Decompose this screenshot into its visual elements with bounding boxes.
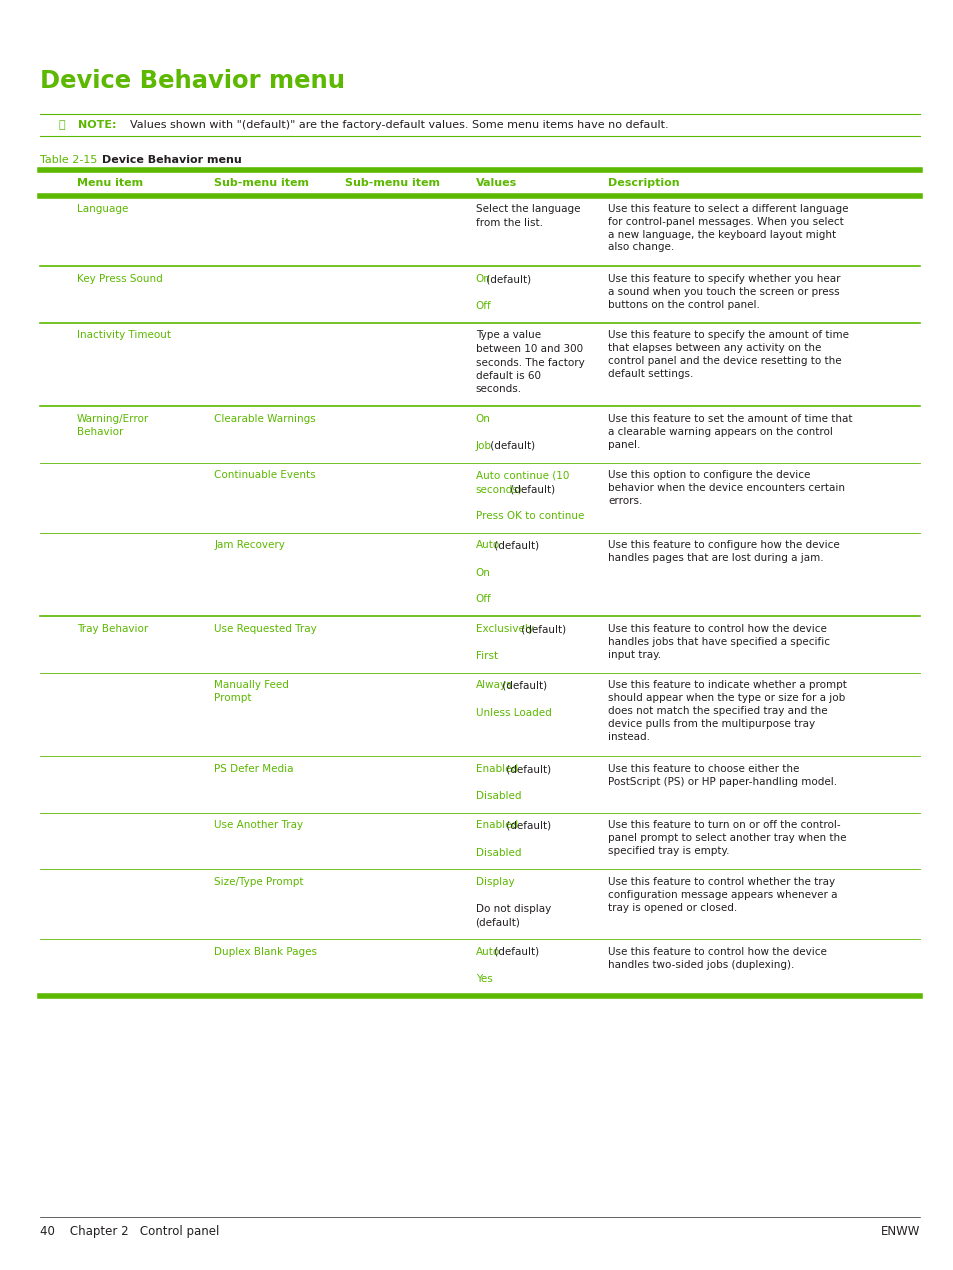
Text: Jam Recovery: Jam Recovery bbox=[214, 541, 285, 550]
Text: Inactivity Timeout: Inactivity Timeout bbox=[77, 330, 171, 340]
Text: Device Behavior menu: Device Behavior menu bbox=[40, 69, 345, 93]
Text: Menu item: Menu item bbox=[77, 178, 143, 188]
Text: Use this feature to control whether the tray
configuration message appears whene: Use this feature to control whether the … bbox=[608, 878, 837, 913]
Text: Values shown with "(default)" are the factory-default values. Some menu items ha: Values shown with "(default)" are the fa… bbox=[130, 119, 668, 130]
Text: (default): (default) bbox=[483, 274, 531, 284]
Text: (default): (default) bbox=[502, 765, 551, 773]
Text: Clearable Warnings: Clearable Warnings bbox=[214, 414, 315, 424]
Text: Description: Description bbox=[608, 178, 679, 188]
Text: Use this feature to indicate whether a prompt
should appear when the type or siz: Use this feature to indicate whether a p… bbox=[608, 681, 846, 742]
Text: Display: Display bbox=[476, 878, 514, 886]
Text: (default): (default) bbox=[491, 541, 538, 550]
Text: seconds): seconds) bbox=[476, 484, 522, 494]
Text: Continuable Events: Continuable Events bbox=[214, 470, 315, 480]
Text: (default): (default) bbox=[502, 820, 551, 831]
Text: Press OK to continue: Press OK to continue bbox=[476, 511, 583, 521]
Text: Warning/Error
Behavior: Warning/Error Behavior bbox=[77, 414, 149, 437]
Text: Enabled: Enabled bbox=[476, 820, 517, 831]
Text: (default): (default) bbox=[506, 484, 555, 494]
Text: (default): (default) bbox=[498, 681, 547, 691]
Text: On: On bbox=[476, 274, 490, 284]
Text: Auto: Auto bbox=[476, 541, 499, 550]
Text: default is 60: default is 60 bbox=[476, 371, 540, 381]
Text: Disabled: Disabled bbox=[476, 791, 520, 801]
Text: First: First bbox=[476, 652, 497, 660]
Text: Duplex Blank Pages: Duplex Blank Pages bbox=[214, 947, 317, 958]
Text: Manually Feed
Prompt: Manually Feed Prompt bbox=[214, 681, 289, 704]
Text: Use this feature to configure how the device
handles pages that are lost during : Use this feature to configure how the de… bbox=[608, 541, 840, 564]
Text: Use this feature to control how the device
handles jobs that have specified a sp: Use this feature to control how the devi… bbox=[608, 624, 830, 659]
Text: On: On bbox=[476, 414, 490, 424]
Text: Yes: Yes bbox=[476, 974, 492, 984]
Text: Use Another Tray: Use Another Tray bbox=[214, 820, 303, 831]
Text: Use this option to configure the device
behavior when the device encounters cert: Use this option to configure the device … bbox=[608, 470, 844, 507]
Text: Use this feature to choose either the
PostScript (PS) or HP paper-handling model: Use this feature to choose either the Po… bbox=[608, 765, 837, 787]
Text: Job: Job bbox=[476, 441, 491, 451]
Text: Do not display: Do not display bbox=[476, 904, 550, 914]
Text: Enabled: Enabled bbox=[476, 765, 517, 773]
Text: Key Press Sound: Key Press Sound bbox=[77, 274, 163, 284]
Text: Size/Type Prompt: Size/Type Prompt bbox=[214, 878, 303, 886]
Text: Values: Values bbox=[476, 178, 517, 188]
Text: seconds.: seconds. bbox=[476, 385, 521, 395]
Text: On: On bbox=[476, 568, 490, 578]
Text: Exclusively: Exclusively bbox=[476, 624, 533, 634]
Text: Table 2-15: Table 2-15 bbox=[40, 155, 97, 165]
Text: seconds. The factory: seconds. The factory bbox=[476, 357, 584, 367]
Text: Use this feature to specify whether you hear
a sound when you touch the screen o: Use this feature to specify whether you … bbox=[608, 274, 841, 310]
Text: from the list.: from the list. bbox=[476, 217, 542, 227]
Text: Disabled: Disabled bbox=[476, 847, 520, 857]
Text: Auto: Auto bbox=[476, 947, 499, 958]
Text: Use this feature to control how the device
handles two-sided jobs (duplexing).: Use this feature to control how the devi… bbox=[608, 947, 826, 970]
Text: Use this feature to specify the amount of time
that elapses between any activity: Use this feature to specify the amount o… bbox=[608, 330, 848, 378]
Text: Type a value: Type a value bbox=[476, 330, 540, 340]
Text: 40    Chapter 2   Control panel: 40 Chapter 2 Control panel bbox=[40, 1226, 219, 1238]
Text: (default): (default) bbox=[518, 624, 566, 634]
Text: ⎗: ⎗ bbox=[59, 119, 65, 130]
Text: Sub-menu item: Sub-menu item bbox=[214, 178, 309, 188]
Text: (default): (default) bbox=[491, 947, 538, 958]
Text: Off: Off bbox=[476, 594, 491, 605]
Text: Device Behavior menu: Device Behavior menu bbox=[102, 155, 241, 165]
Text: Use this feature to turn on or off the control-
panel prompt to select another t: Use this feature to turn on or off the c… bbox=[608, 820, 846, 856]
Text: Always: Always bbox=[476, 681, 512, 691]
Text: PS Defer Media: PS Defer Media bbox=[214, 765, 294, 773]
Text: Tray Behavior: Tray Behavior bbox=[77, 624, 148, 634]
Text: Select the language: Select the language bbox=[476, 204, 579, 215]
Text: Off: Off bbox=[476, 301, 491, 311]
Text: Use Requested Tray: Use Requested Tray bbox=[214, 624, 316, 634]
Text: Use this feature to select a different language
for control-panel messages. When: Use this feature to select a different l… bbox=[608, 204, 848, 253]
Text: Sub-menu item: Sub-menu item bbox=[345, 178, 440, 188]
Text: (default): (default) bbox=[487, 441, 535, 451]
Text: Use this feature to set the amount of time that
a clearable warning appears on t: Use this feature to set the amount of ti… bbox=[608, 414, 852, 450]
Text: Language: Language bbox=[77, 204, 129, 215]
Text: NOTE:: NOTE: bbox=[78, 119, 116, 130]
Text: ENWW: ENWW bbox=[880, 1226, 919, 1238]
Text: (default): (default) bbox=[476, 917, 520, 927]
Text: Unless Loaded: Unless Loaded bbox=[476, 707, 551, 718]
Text: between 10 and 300: between 10 and 300 bbox=[476, 344, 582, 354]
Text: Auto continue (10: Auto continue (10 bbox=[476, 470, 568, 480]
